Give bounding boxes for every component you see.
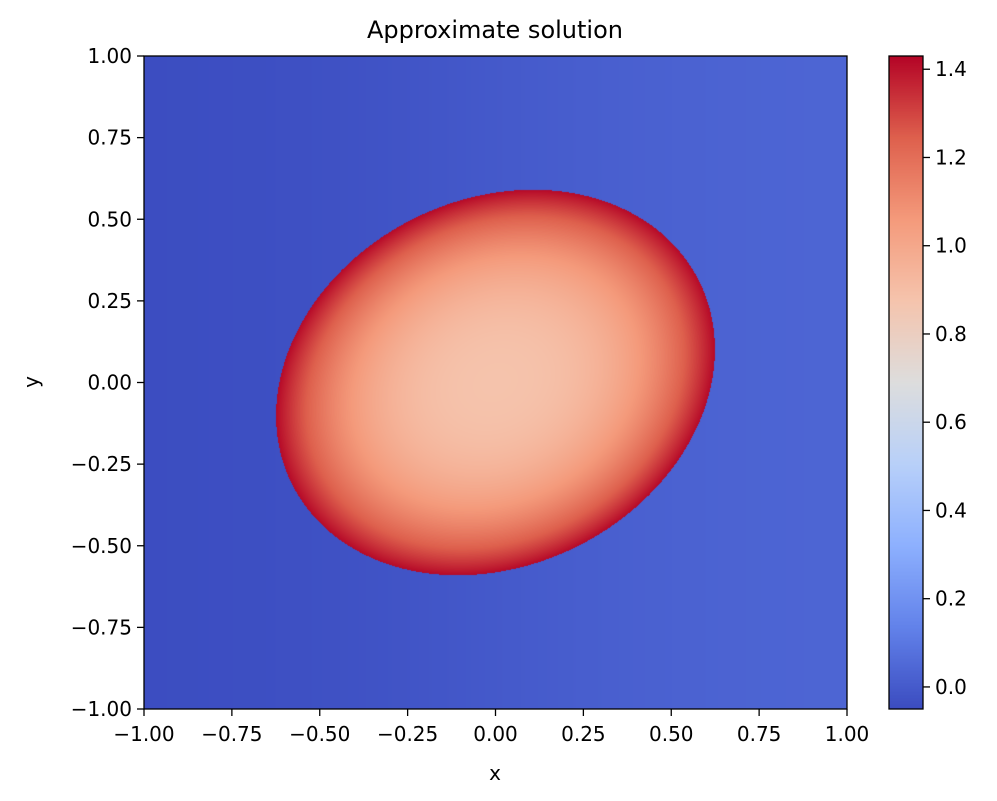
y-tick-label: −1.00: [71, 697, 132, 721]
x-tick-label: 0.25: [561, 722, 606, 746]
y-tick-label: 0.75: [87, 126, 132, 150]
colorbar-tick-label: 0.6: [935, 410, 967, 434]
colorbar-tick-label: 0.8: [935, 322, 967, 346]
heatmap-image: [144, 56, 847, 709]
x-tick-label: −0.75: [201, 722, 262, 746]
y-axis: 1.00 0.75 0.50 0.25 0.00 −0.25 −0.50 −0.75 −1.00: [71, 44, 144, 721]
x-tick-label: −1.00: [113, 722, 174, 746]
x-tick-label: 0.00: [473, 722, 518, 746]
x-axis-label: x: [489, 761, 501, 785]
x-tick-label: −0.25: [377, 722, 438, 746]
colorbar-tick-label: 0.4: [935, 498, 967, 522]
x-tick-label: 1.00: [825, 722, 870, 746]
y-tick-label: 1.00: [87, 44, 132, 68]
x-tick-label: 0.50: [649, 722, 694, 746]
y-tick-label: −0.25: [71, 452, 132, 476]
colorbar-tick-label: 1.2: [935, 145, 967, 169]
colorbar-tick-label: 1.4: [935, 57, 967, 81]
y-axis-label: y: [19, 376, 43, 388]
x-axis: −1.00 −0.75 −0.50 −0.25 0.00 0.25 0.50 0.75 1.00: [113, 709, 869, 746]
colorbar-tick-label: 1.0: [935, 234, 967, 258]
colorbar-axis: 0.0 0.2 0.4 0.6 0.8 1.0 1.2 1.4: [923, 57, 967, 699]
colorbar-gradient: [889, 56, 923, 709]
colorbar-tick-label: 0.0: [935, 675, 967, 699]
colorbar-tick-label: 0.2: [935, 587, 967, 611]
y-tick-label: −0.50: [71, 534, 132, 558]
y-tick-label: 0.50: [87, 207, 132, 231]
colorbar-frame: [888, 55, 924, 710]
y-tick-label: −0.75: [71, 615, 132, 639]
y-tick-label: 0.25: [87, 289, 132, 313]
y-tick-label: 0.00: [87, 371, 132, 395]
colorbar: 0.0 0.2 0.4 0.6 0.8 1.0 1.2 1.4: [888, 55, 967, 710]
x-tick-label: −0.50: [289, 722, 350, 746]
chart-title: Approximate solution: [367, 16, 623, 44]
plot-area: [143, 55, 848, 710]
x-tick-label: 0.75: [737, 722, 782, 746]
